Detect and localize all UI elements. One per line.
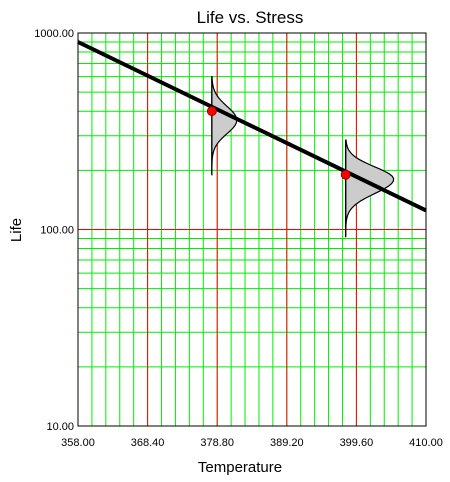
y-axis-label: Life <box>8 218 25 242</box>
chart-title: Life vs. Stress <box>197 8 304 27</box>
life-distribution-curve <box>345 139 395 238</box>
y-tick-label: 1000.00 <box>34 28 74 40</box>
x-tick-label: 399.60 <box>340 437 374 449</box>
grid-layer <box>77 32 427 427</box>
points-layer <box>206 106 351 180</box>
life-distribution-curve <box>211 75 238 176</box>
data-point <box>206 106 217 117</box>
y-tick-label: 100.00 <box>40 225 74 237</box>
line-layer <box>77 40 427 213</box>
tick-layer: 358.00 368.40 378.80 389.20 399.60 410.00 10.0… <box>34 28 443 449</box>
plot-frame <box>77 32 427 427</box>
x-axis-label: Temperature <box>198 459 282 476</box>
x-tick-label: 358.00 <box>61 437 95 449</box>
axis-layer <box>77 32 427 427</box>
x-tick-label: 389.20 <box>270 437 304 449</box>
x-tick-label: 378.80 <box>200 437 234 449</box>
distribution-layer <box>211 75 395 238</box>
y-tick-label: 10.00 <box>46 421 74 433</box>
x-tick-label: 410.00 <box>409 437 443 449</box>
data-point <box>340 169 351 180</box>
life-stress-line <box>77 40 427 213</box>
x-tick-label: 368.40 <box>131 437 165 449</box>
